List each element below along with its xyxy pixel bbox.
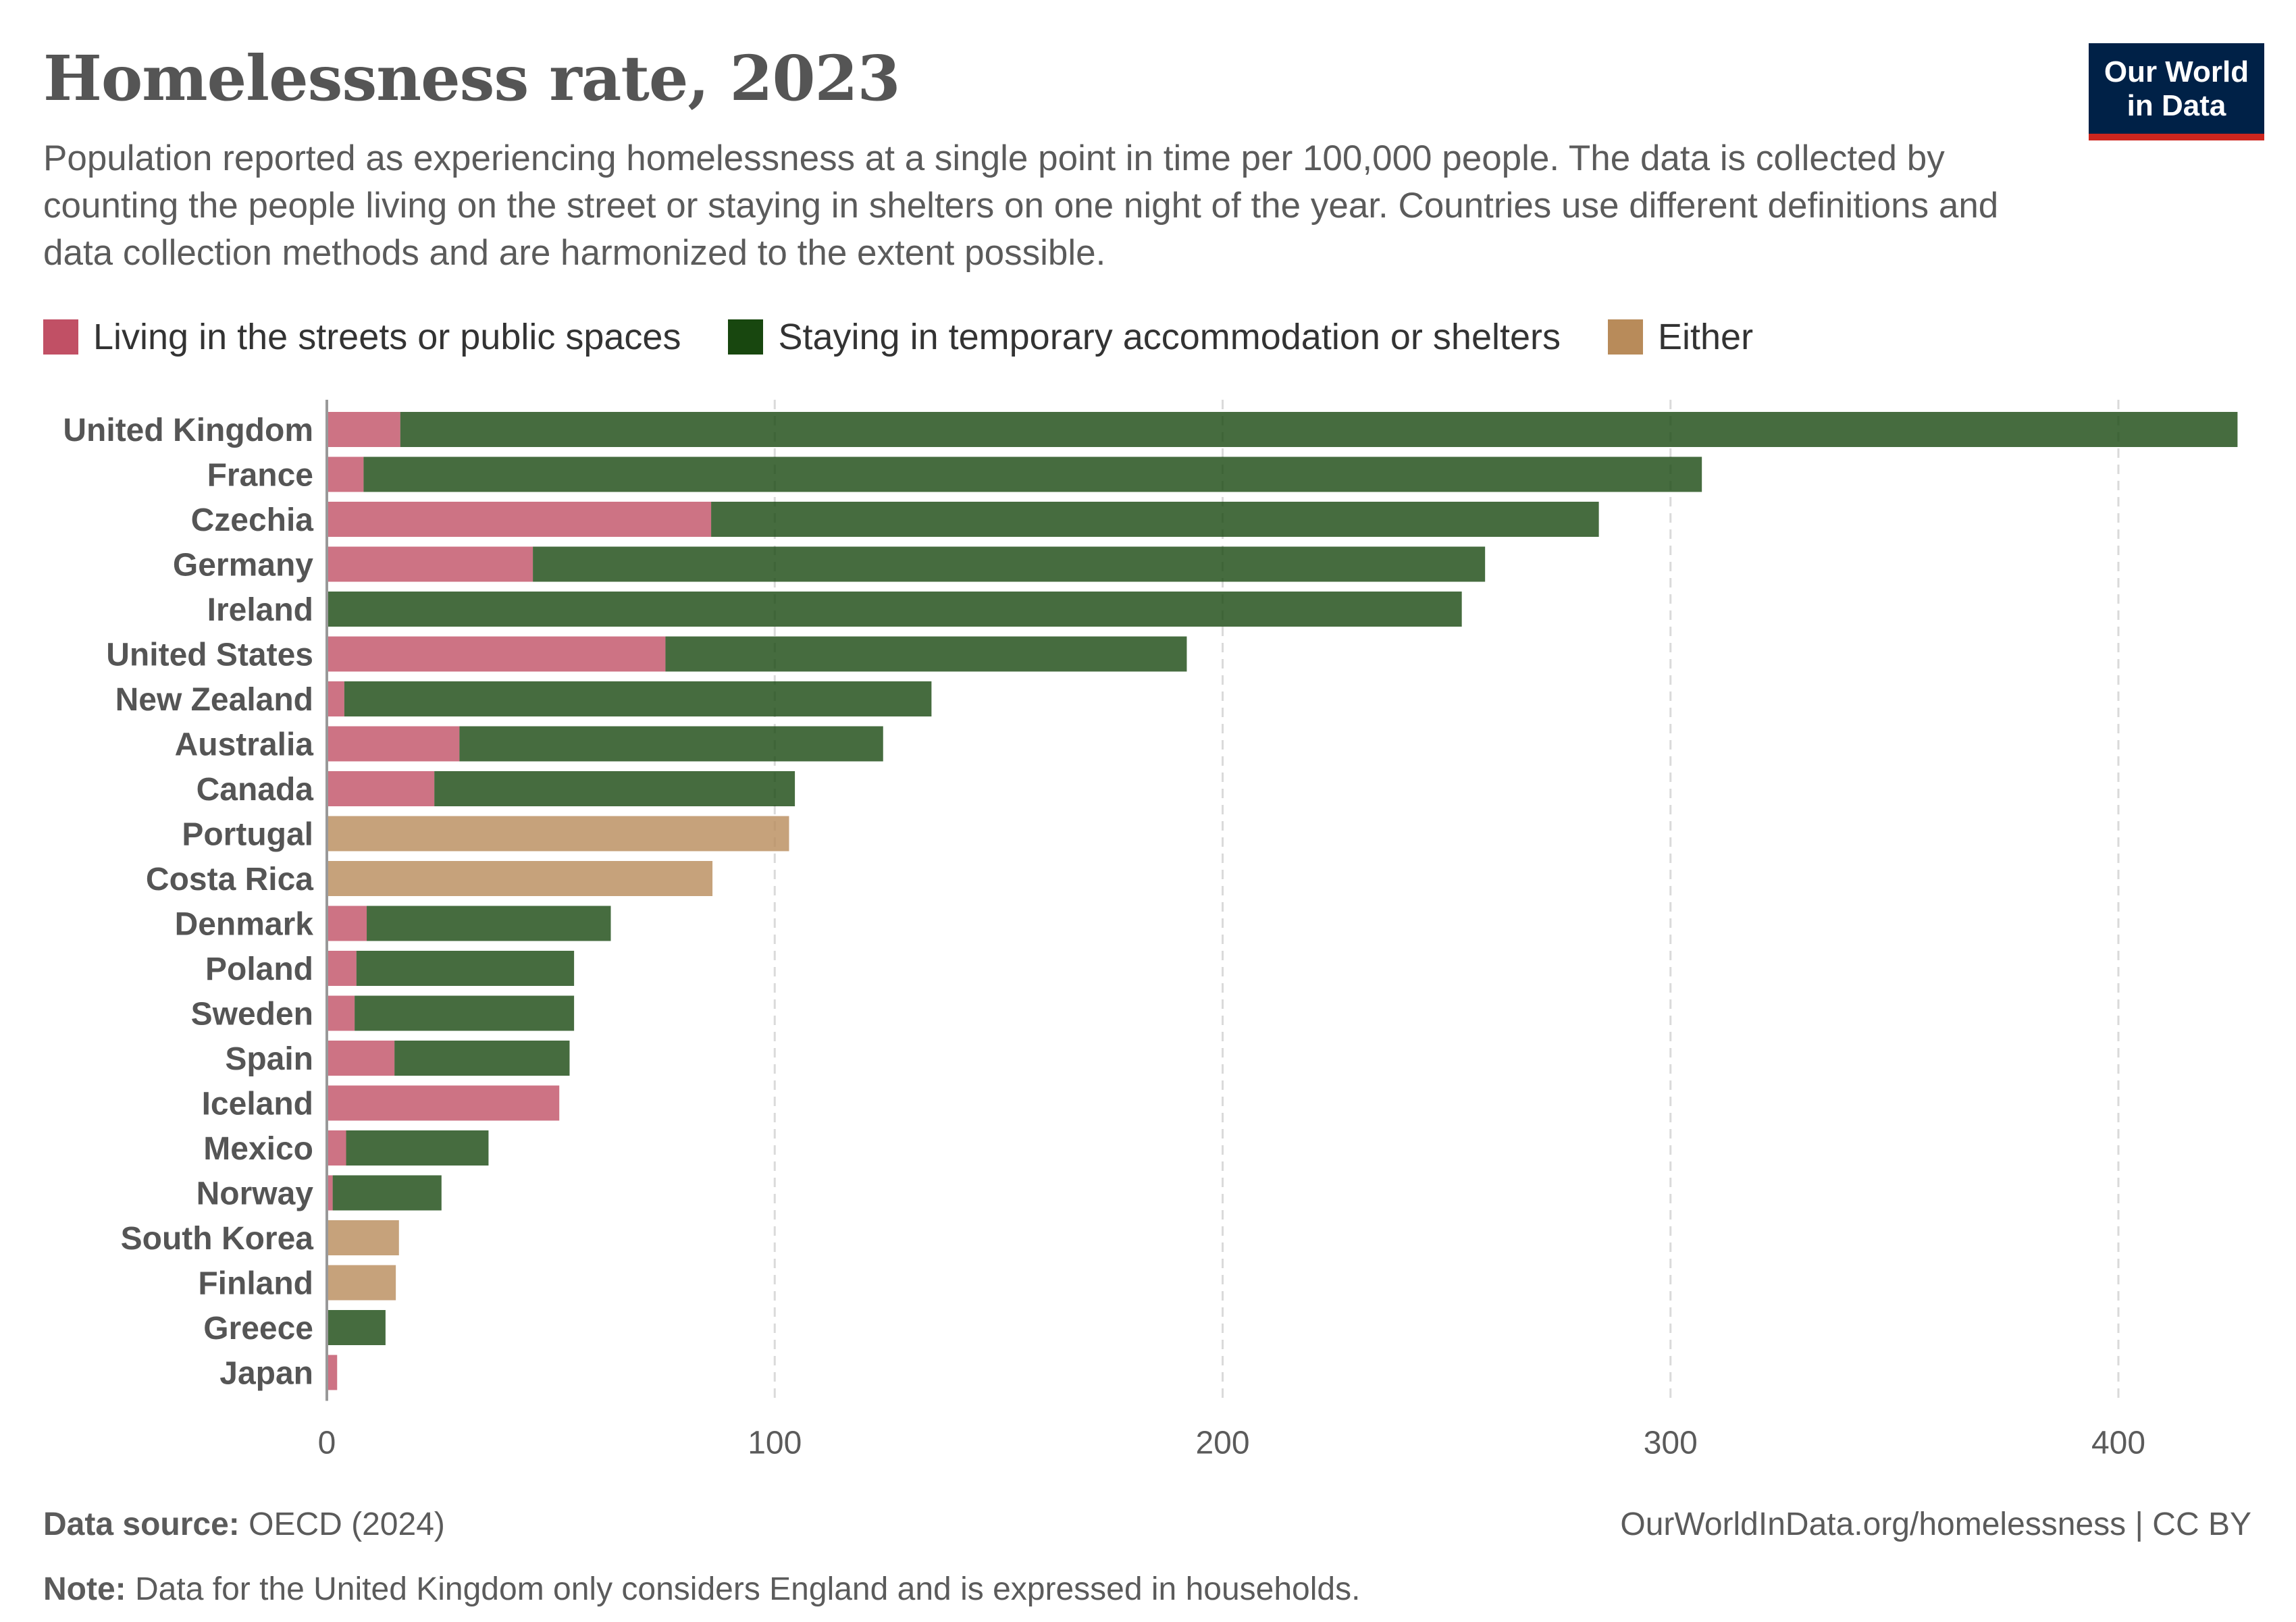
legend-label: Either <box>1658 317 1754 357</box>
source-url[interactable]: OurWorldInData.org/homelessness | CC BY <box>1620 1507 2251 1542</box>
bar-segment <box>533 546 1486 582</box>
bar-segment <box>327 951 357 986</box>
bar-segment <box>327 1310 386 1345</box>
x-tick-label: 400 <box>2091 1425 2145 1461</box>
category-label: Poland <box>205 951 313 987</box>
category-label: Denmark <box>175 907 314 943</box>
category-label: Japan <box>219 1356 313 1392</box>
legend-swatch <box>43 319 78 355</box>
bar-segment <box>367 906 611 941</box>
chart-subtitle: Population reported as experiencing home… <box>43 138 1999 273</box>
data-source: Data source: OECD (2024) <box>43 1507 445 1542</box>
category-label: New Zealand <box>115 682 313 718</box>
bar-segment <box>327 636 666 672</box>
bar-segment <box>327 592 1462 627</box>
bar-segment <box>327 1130 346 1166</box>
bar-segment <box>327 861 713 896</box>
bar-segment <box>327 1175 333 1211</box>
bar-chart: 0 100 200 300 400 United Kingdom France Czechia… <box>63 400 2238 1461</box>
category-label: Greece <box>203 1311 313 1346</box>
bar-segment <box>327 771 435 806</box>
bar-segment <box>346 1130 489 1166</box>
legend-item-shelters[interactable]: Staying in temporary accommodation or sh… <box>728 316 1561 358</box>
x-tick-label: 200 <box>1195 1425 1249 1461</box>
chart-note: Note: Data for the United Kingdom only c… <box>43 1571 1361 1607</box>
bar-segment <box>327 681 344 716</box>
category-label: Portugal <box>182 817 313 853</box>
legend-item-streets[interactable]: Living in the streets or public spaces <box>43 316 681 358</box>
category-label: Canada <box>197 772 314 808</box>
bar-segment <box>394 1041 570 1076</box>
legend-swatch <box>728 319 764 355</box>
category-label: Iceland <box>202 1087 313 1122</box>
category-label: Australia <box>175 727 314 763</box>
legend-swatch <box>1608 319 1643 355</box>
bar-segment <box>356 951 575 986</box>
legend-item-either[interactable]: Either <box>1608 316 1753 358</box>
bar-segment <box>459 726 883 762</box>
x-tick-label: 300 <box>1644 1425 1698 1461</box>
category-label: Ireland <box>207 592 313 628</box>
category-label: United States <box>106 637 313 673</box>
category-label: Czechia <box>191 502 314 538</box>
category-label: Germany <box>173 548 313 583</box>
bar-segment <box>400 412 2238 447</box>
bar-segment <box>327 1041 395 1076</box>
legend-label: Living in the streets or public spaces <box>93 317 681 357</box>
category-label: Spain <box>225 1041 313 1077</box>
category-label: Sweden <box>191 997 313 1032</box>
bar-segment <box>327 1220 399 1255</box>
category-label: United Kingdom <box>63 413 313 448</box>
bar-segment <box>434 771 795 806</box>
bar-segment <box>327 995 355 1031</box>
category-label: South Korea <box>121 1221 314 1257</box>
bar-segment <box>332 1175 442 1211</box>
category-label: Finland <box>198 1266 313 1302</box>
footer: Data source: OECD (2024) OurWorldInData.… <box>43 1492 2251 1622</box>
category-label: Mexico <box>203 1131 313 1167</box>
bar-segment <box>327 546 533 582</box>
bar-segment <box>327 1265 396 1301</box>
legend-label: Staying in temporary accommodation or sh… <box>778 317 1561 357</box>
bar-segment <box>327 1355 338 1390</box>
category-label: Costa Rica <box>146 862 313 897</box>
bar-segment <box>327 726 460 762</box>
legend: Living in the streets or public spaces S… <box>43 316 1753 358</box>
x-tick-label: 100 <box>748 1425 802 1461</box>
category-label: France <box>207 458 313 494</box>
bar-segment <box>327 1085 560 1121</box>
bar-segment <box>363 456 1702 492</box>
bar-segment <box>327 906 367 941</box>
bar-segment <box>327 502 712 537</box>
x-tick-label: 0 <box>318 1425 336 1461</box>
bar-segment <box>355 995 575 1031</box>
bar-segment <box>327 816 789 852</box>
bar-segment <box>344 681 932 716</box>
bar-segment <box>665 636 1187 672</box>
logo-text: Our World in Data <box>2104 55 2249 122</box>
bar-segment <box>327 412 400 447</box>
chart-title: Homelessness rate, 2023 <box>43 42 901 115</box>
bar-segment <box>327 456 364 492</box>
bar-segment <box>711 502 1599 537</box>
owid-logo[interactable]: Our World in Data <box>2089 43 2264 140</box>
category-label: Norway <box>197 1176 314 1212</box>
